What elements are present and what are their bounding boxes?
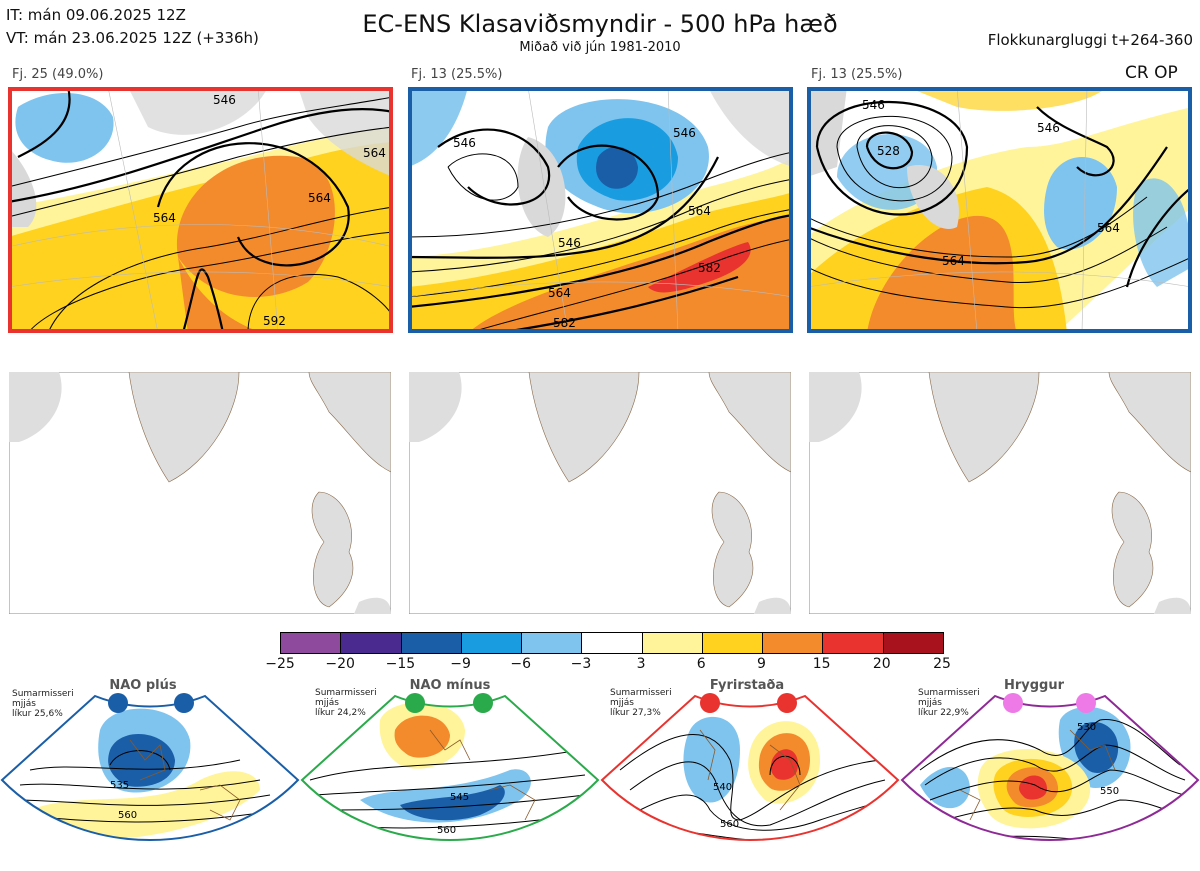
colorbar-segment bbox=[521, 633, 582, 653]
svg-text:564: 564 bbox=[548, 286, 571, 300]
colorbar-tick-label: 9 bbox=[756, 656, 766, 672]
svg-text:550: 550 bbox=[1100, 786, 1119, 797]
colorbar-tick-label: −6 bbox=[510, 656, 532, 672]
valid-time: VT: mán 23.06.2025 12Z (+336h) bbox=[6, 29, 259, 47]
colorbar-tick-label: −15 bbox=[385, 656, 416, 672]
svg-text:546: 546 bbox=[862, 98, 885, 112]
colorbar-segment bbox=[581, 633, 642, 653]
regime-3-title: Fyrirstaða bbox=[709, 678, 785, 693]
regime-2-note: Sumarmisseri mjjás líkur 24,2% bbox=[315, 688, 377, 718]
svg-text:564: 564 bbox=[688, 204, 711, 218]
regime-1-note: Sumarmisseri mjjás líkur 25,6% bbox=[12, 689, 74, 719]
regime-3-map: 540 560 575 bbox=[600, 694, 900, 853]
svg-text:530: 530 bbox=[1077, 722, 1096, 733]
colorbar-segment bbox=[400, 633, 461, 653]
colorbar-tick-label: −9 bbox=[450, 656, 471, 672]
regime-4-map: 530 550 575 bbox=[900, 694, 1200, 848]
cluster-1-contour-labels: 546 564 564 564 592 bbox=[153, 93, 386, 328]
regime-3-note: Sumarmisseri mjjás líkur 27,3% bbox=[610, 688, 672, 718]
cluster-3-label: Fj. 13 (25.5%) bbox=[811, 67, 903, 82]
svg-text:535: 535 bbox=[110, 780, 129, 791]
cluster-3-regime: CR OP bbox=[1125, 63, 1178, 83]
svg-text:575: 575 bbox=[448, 850, 467, 861]
cluster-2-label: Fj. 13 (25.5%) bbox=[411, 67, 503, 82]
colorbar-ticks: −25 −20 −15 −9 −6 −3 3 6 9 15 20 25 bbox=[265, 656, 951, 674]
cluster-3-frame bbox=[807, 87, 1192, 333]
regime-1-map: 535 560 bbox=[0, 694, 300, 841]
svg-text:546: 546 bbox=[673, 126, 696, 140]
colorbar-tick-label: 20 bbox=[872, 656, 891, 672]
cluster-1-frame bbox=[8, 87, 393, 333]
colorbar-tick-label: 3 bbox=[636, 656, 646, 672]
classification-window: Flokkunargluggi t+264-360 bbox=[987, 31, 1193, 49]
page-title: EC-ENS Klasaviðsmyndir - 500 hPa hæð bbox=[362, 10, 838, 38]
colorbar-tick-label: 15 bbox=[812, 656, 831, 672]
svg-text:575: 575 bbox=[1092, 837, 1111, 848]
regime-4-note: Sumarmisseri mjjás líkur 22,9% bbox=[918, 688, 980, 718]
svg-text:592: 592 bbox=[263, 314, 286, 328]
colorbar-segment bbox=[340, 633, 401, 653]
cluster-map-3: 546 546 528 564 564 bbox=[807, 87, 1192, 333]
init-time: IT: mán 09.06.2025 12Z bbox=[6, 6, 186, 24]
regime-2-map: 545 560 575 bbox=[300, 694, 600, 861]
cluster-2-contour-labels: 546 546 546 564 564 582 582 bbox=[453, 126, 721, 330]
regime-2-dot-left bbox=[405, 693, 425, 713]
anomaly-map-3 bbox=[808, 371, 1192, 615]
cluster-2-frame bbox=[408, 87, 793, 333]
svg-text:528: 528 bbox=[877, 144, 900, 158]
cluster-3-contour-labels: 546 546 528 564 564 bbox=[862, 98, 1120, 268]
colorbar-segment bbox=[281, 633, 341, 653]
svg-text:564: 564 bbox=[308, 191, 331, 205]
svg-text:545: 545 bbox=[450, 792, 469, 803]
colorbar-tick-label: −20 bbox=[325, 656, 355, 672]
svg-text:564: 564 bbox=[1097, 221, 1120, 235]
svg-text:546: 546 bbox=[558, 236, 581, 250]
colorbar-segment bbox=[701, 633, 763, 653]
colorbar-segment bbox=[641, 633, 702, 653]
colorbar-segment bbox=[460, 633, 522, 653]
svg-text:560: 560 bbox=[720, 819, 739, 830]
svg-text:546: 546 bbox=[453, 136, 476, 150]
colorbar-tick-label: −3 bbox=[570, 656, 592, 672]
regime-1-dot-right bbox=[174, 693, 194, 713]
colorbar-segment bbox=[822, 633, 883, 653]
regime-row: NAO plús NAO mínus Fyrirstaða Hryggur Su… bbox=[0, 678, 1200, 871]
svg-text:575: 575 bbox=[737, 842, 756, 853]
colorbar-tick-label: 25 bbox=[933, 656, 951, 672]
regime-4-title: Hryggur bbox=[1003, 678, 1065, 693]
svg-text:546: 546 bbox=[213, 93, 236, 107]
svg-text:560: 560 bbox=[437, 825, 456, 836]
cluster-map-1: 546 564 564 564 592 bbox=[8, 87, 393, 333]
regime-2-title: NAO mínus bbox=[409, 678, 491, 693]
colorbar-tick-label: 6 bbox=[696, 656, 706, 672]
colorbar-segment bbox=[882, 633, 943, 653]
regime-3-dot-left bbox=[700, 693, 720, 713]
colorbar bbox=[280, 632, 944, 654]
svg-text:582: 582 bbox=[698, 261, 721, 275]
anomaly-map-1 bbox=[8, 371, 392, 615]
cluster-map-2: 546 546 546 564 564 582 582 bbox=[408, 87, 793, 333]
regime-1-title: NAO plús bbox=[109, 678, 177, 693]
regime-2-dot-right bbox=[473, 693, 493, 713]
svg-text:564: 564 bbox=[153, 211, 176, 225]
cluster-1-label: Fj. 25 (49.0%) bbox=[12, 67, 104, 82]
svg-text:560: 560 bbox=[118, 810, 137, 821]
svg-text:564: 564 bbox=[363, 146, 386, 160]
regime-4-dot-left bbox=[1003, 693, 1023, 713]
svg-text:582: 582 bbox=[553, 316, 576, 330]
regime-4-dot-right bbox=[1076, 693, 1096, 713]
svg-text:546: 546 bbox=[1037, 121, 1060, 135]
colorbar-tick-label: −25 bbox=[265, 656, 295, 672]
regime-3-dot-right bbox=[777, 693, 797, 713]
anomaly-map-2 bbox=[408, 371, 792, 615]
regime-1-dot-left bbox=[108, 693, 128, 713]
svg-text:564: 564 bbox=[942, 254, 965, 268]
svg-text:540: 540 bbox=[713, 782, 732, 793]
colorbar-segment bbox=[762, 633, 823, 653]
page-subtitle: Miðað við jún 1981-2010 bbox=[519, 40, 681, 55]
